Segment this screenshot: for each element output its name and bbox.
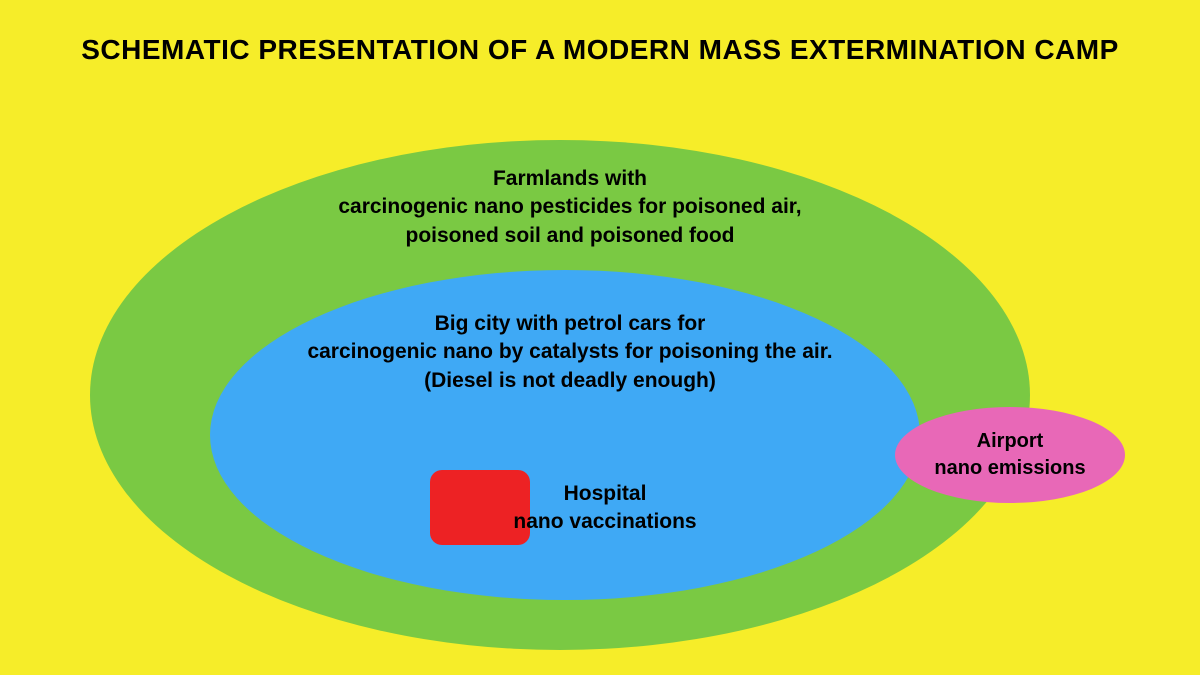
city-label: Big city with petrol cars for carcinogen… bbox=[260, 310, 880, 395]
airport-label: Airport nano emissions bbox=[910, 428, 1110, 482]
hospital-label: Hospital nano vaccinations bbox=[445, 480, 765, 537]
farmlands-label: Farmlands with carcinogenic nano pestici… bbox=[250, 165, 890, 250]
diagram-title: SCHEMATIC PRESENTATION OF A MODERN MASS … bbox=[0, 34, 1200, 66]
